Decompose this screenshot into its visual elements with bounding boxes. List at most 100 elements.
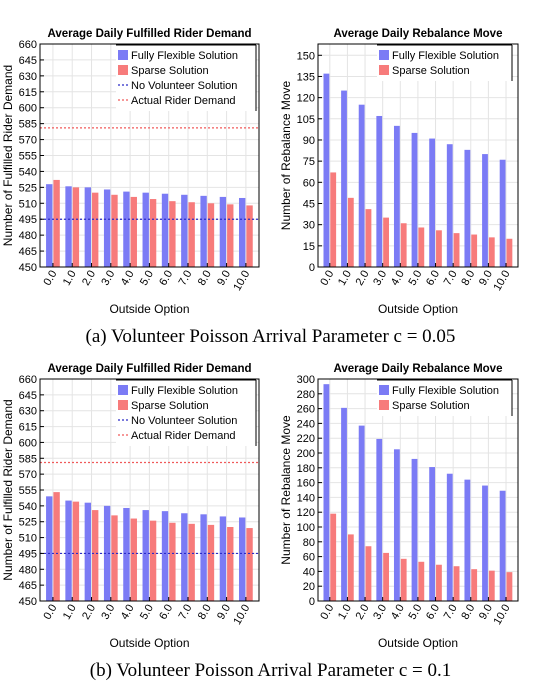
bar-flexible-0 (46, 184, 53, 267)
chart-title: Average Daily Rebalance Move (334, 363, 503, 375)
y-tick-label: 555 (19, 485, 37, 497)
legend-background (116, 380, 256, 446)
x-tick-label: 6.0 (157, 269, 175, 288)
legend-background (377, 45, 512, 81)
y-tick-label: 220 (297, 433, 315, 445)
legend-swatch (379, 50, 389, 60)
legend-swatch (118, 400, 128, 410)
bar-sparse-8 (207, 524, 215, 601)
x-axis-label: Outside Option (109, 302, 189, 316)
y-tick-label: 660 (19, 39, 37, 51)
y-tick-label: 510 (19, 198, 37, 210)
legend-entry: No Volunteer Solution (131, 415, 237, 427)
legend-background (116, 45, 256, 111)
y-tick-label: 45 (303, 198, 315, 210)
y-tick-label: 465 (19, 580, 37, 592)
y-tick-label: 525 (19, 182, 37, 194)
x-tick-label: 10.0 (231, 269, 252, 294)
y-tick-label: 465 (19, 246, 37, 258)
bar-flexible-2 (358, 104, 365, 267)
bar-flexible-7 (181, 513, 188, 601)
x-axis-label: Outside Option (378, 302, 458, 316)
bar-sparse-3 (383, 217, 389, 267)
bar-sparse-6 (436, 564, 442, 601)
y-tick-label: 555 (19, 151, 37, 163)
bar-flexible-9 (219, 516, 227, 601)
y-tick-label: 540 (19, 501, 37, 513)
x-tick-label: 3.0 (99, 269, 117, 288)
bar-flexible-4 (123, 507, 130, 601)
bar-flexible-0 (323, 73, 330, 267)
y-tick-label: 75 (303, 156, 315, 168)
bar-flexible-2 (84, 502, 92, 601)
bar-sparse-4 (130, 518, 137, 601)
y-tick-label: 645 (19, 55, 37, 67)
bar-flexible-8 (464, 479, 471, 601)
bar-flexible-9 (482, 154, 488, 267)
bar-flexible-3 (376, 438, 383, 601)
y-tick-label: 105 (297, 114, 315, 126)
y-tick-label: 525 (19, 517, 37, 529)
bar-sparse-2 (92, 510, 99, 601)
bar-sparse-0 (53, 492, 60, 601)
bar-flexible-6 (161, 193, 169, 267)
legend-entry: Sparse Solution (131, 400, 209, 412)
bar-flexible-1 (341, 407, 347, 601)
x-tick-label: 5.0 (406, 269, 424, 288)
x-tick-label: 4.0 (389, 603, 407, 622)
x-axis-label: Outside Option (378, 636, 458, 650)
bar-flexible-5 (142, 192, 149, 267)
bar-flexible-7 (446, 473, 453, 601)
y-tick-label: 570 (19, 135, 37, 147)
y-tick-label: 40 (303, 566, 315, 578)
x-tick-label: 5.0 (406, 603, 424, 622)
bar-sparse-7 (453, 566, 460, 601)
x-tick-label: 1.0 (336, 603, 354, 622)
y-tick-label: 510 (19, 533, 37, 545)
y-tick-label: 630 (19, 406, 37, 418)
y-tick-label: 150 (297, 50, 315, 62)
y-tick-label: 495 (19, 214, 37, 226)
y-axis-label: Number of Rebalance Move (279, 415, 293, 565)
y-tick-label: 645 (19, 390, 37, 402)
x-tick-label: 0.0 (41, 269, 59, 288)
y-tick-label: 20 (303, 581, 315, 593)
x-tick-label: 4.0 (119, 269, 137, 288)
bar-sparse-4 (400, 223, 407, 267)
y-tick-label: 240 (297, 418, 315, 430)
x-tick-label: 7.0 (177, 269, 195, 288)
y-tick-label: 90 (303, 135, 315, 147)
bar-flexible-0 (46, 496, 53, 601)
y-tick-label: 135 (297, 71, 315, 83)
y-tick-label: 260 (297, 404, 315, 416)
y-axis-label: Number of Fulfilled Rider Demand (1, 65, 15, 246)
chart-title: Average Daily Fulfilled Rider Demand (47, 363, 251, 375)
x-tick-label: 1.0 (61, 269, 79, 288)
caption-b: (b) Volunteer Poisson Arrival Parameter … (89, 660, 452, 681)
legend-entry: Fully Flexible Solution (392, 385, 499, 397)
legend-background (377, 380, 512, 416)
bar-sparse-3 (111, 515, 118, 601)
bar-flexible-5 (411, 132, 418, 267)
bar-sparse-10 (506, 572, 513, 601)
legend-entry: Fully Flexible Solution (131, 50, 238, 62)
bar-sparse-3 (383, 552, 389, 601)
y-tick-label: 280 (297, 389, 315, 401)
y-tick-label: 80 (303, 537, 315, 549)
bar-flexible-2 (84, 187, 92, 267)
legend-swatch (118, 50, 128, 60)
y-tick-label: 180 (297, 463, 315, 475)
bar-flexible-6 (161, 511, 169, 601)
x-tick-label: 6.0 (424, 603, 442, 622)
x-tick-label: 10.0 (231, 603, 252, 628)
bar-sparse-9 (227, 204, 234, 267)
y-tick-label: 0 (309, 596, 315, 608)
y-tick-label: 540 (19, 166, 37, 178)
legend-swatch (118, 385, 128, 395)
x-tick-label: 8.0 (196, 603, 214, 622)
bar-sparse-2 (365, 546, 372, 601)
y-tick-label: 140 (297, 492, 315, 504)
bar-flexible-1 (341, 90, 347, 267)
y-axis-label: Number of Fulfilled Rider Demand (1, 399, 15, 580)
